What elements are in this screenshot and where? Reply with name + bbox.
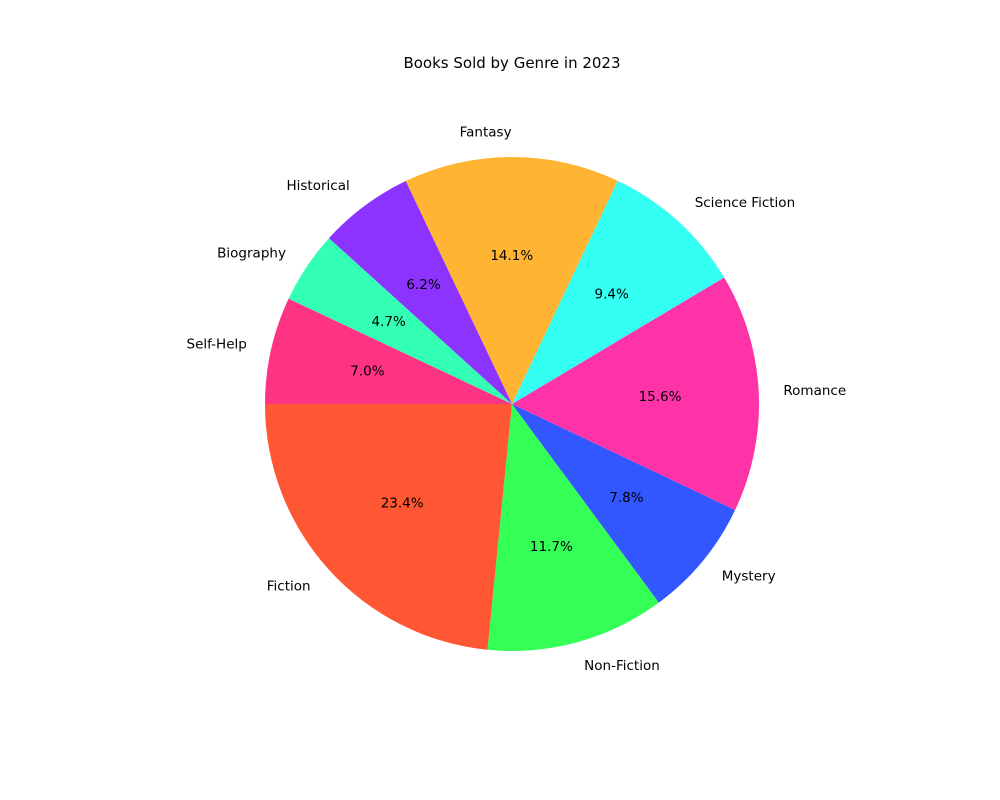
pct-label-non-fiction: 11.7% bbox=[530, 539, 573, 555]
slice-label-non-fiction: Non-Fiction bbox=[584, 658, 660, 674]
pie-slice-mystery bbox=[512, 404, 736, 603]
pie-slice-self-help bbox=[265, 298, 512, 404]
pie-labels: Fiction 23.4% Non-Fiction 11.7% Mystery 7.8% R… bbox=[187, 124, 847, 674]
pct-label-biography: 4.7% bbox=[372, 314, 406, 330]
pie-slice-biography bbox=[288, 238, 512, 404]
slice-label-fantasy: Fantasy bbox=[460, 124, 512, 140]
chart-title: Books Sold by Genre in 2023 bbox=[403, 54, 620, 72]
pie-slice-science-fiction bbox=[512, 180, 725, 404]
slice-label-biography: Biography bbox=[217, 245, 286, 261]
pie-slice-historical bbox=[328, 181, 512, 404]
pct-label-mystery: 7.8% bbox=[609, 490, 643, 506]
pct-label-romance: 15.6% bbox=[639, 389, 682, 405]
slice-label-mystery: Mystery bbox=[722, 569, 776, 585]
slice-label-historical: Historical bbox=[287, 178, 350, 194]
pie-slice-fantasy bbox=[405, 156, 618, 404]
pct-label-fiction: 23.4% bbox=[381, 495, 424, 511]
slice-label-romance: Romance bbox=[783, 383, 846, 399]
slice-label-science-fiction: Science Fiction bbox=[695, 195, 795, 211]
slice-label-self-help: Self-Help bbox=[187, 337, 247, 353]
pie-slice-non-fiction bbox=[487, 404, 659, 651]
pct-label-science-fiction: 9.4% bbox=[594, 286, 628, 302]
pie-slice-fiction bbox=[265, 404, 512, 650]
pie-slices bbox=[265, 156, 760, 651]
pct-label-self-help: 7.0% bbox=[350, 364, 384, 380]
pct-label-historical: 6.2% bbox=[406, 277, 440, 293]
pct-label-fantasy: 14.1% bbox=[490, 248, 533, 264]
pie-slice-romance bbox=[512, 277, 760, 510]
slice-label-fiction: Fiction bbox=[267, 578, 311, 594]
